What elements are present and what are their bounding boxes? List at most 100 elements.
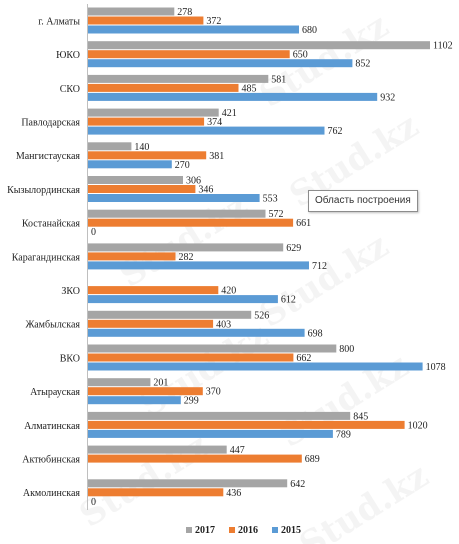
- data-label-2017: 140: [134, 142, 149, 153]
- data-label-2017: 572: [269, 209, 284, 220]
- data-label-2016: 420: [221, 286, 236, 297]
- bar-2015: [88, 59, 353, 68]
- data-label-2016: 689: [305, 454, 320, 465]
- legend-swatch-2016: [229, 527, 235, 533]
- bar-2017: [88, 7, 175, 16]
- data-label-2017: 278: [177, 7, 192, 18]
- bar-2015: [88, 295, 278, 304]
- data-label-2017: 581: [271, 74, 286, 85]
- data-label-2016: 372: [206, 16, 221, 27]
- category-label: Павлодарская: [21, 117, 80, 128]
- bar-2017: [88, 479, 288, 488]
- bar-2016: [88, 218, 294, 227]
- category-label: ВКО: [60, 353, 80, 364]
- bar-2015: [88, 25, 299, 34]
- bar-2016: [88, 353, 294, 362]
- bar-2015: [88, 362, 423, 371]
- data-label-2017: 421: [222, 108, 237, 119]
- data-label-2015: 299: [184, 396, 199, 407]
- bar-2015: [88, 396, 181, 405]
- data-label-2015: 852: [355, 59, 370, 70]
- bar-2015: [88, 328, 305, 337]
- data-label-2016: 1020: [408, 420, 428, 431]
- bar-2017: [88, 108, 219, 117]
- watermark-text: Stud.kz: [253, 226, 396, 336]
- data-label-2017: 800: [339, 344, 354, 355]
- bar-2017: [88, 176, 183, 184]
- data-label-2016: 403: [216, 319, 231, 330]
- category-label: Алматинская: [24, 421, 80, 432]
- data-label-2016: 485: [242, 83, 257, 94]
- category-label: Актюбинская: [22, 454, 80, 465]
- category-label: Жамбылская: [26, 320, 81, 331]
- bar-2017: [88, 41, 430, 50]
- plot-area-tooltip: Область построения: [308, 190, 418, 212]
- data-label-2016: 346: [198, 185, 213, 196]
- data-label-2017: 201: [153, 378, 168, 389]
- bar-2016: [88, 16, 204, 25]
- category-label: Мангистауская: [16, 151, 81, 162]
- bar-2017: [88, 344, 337, 353]
- data-label-2017: 845: [353, 411, 368, 422]
- bar-2015: [88, 261, 309, 270]
- legend-label-2017: 2017: [195, 525, 215, 536]
- bar-2015: [88, 92, 378, 101]
- bar-2016: [88, 454, 302, 463]
- bars-layer: [88, 7, 430, 497]
- data-label-2017: 1102: [433, 41, 453, 52]
- category-label: Карагандинская: [12, 252, 81, 263]
- data-label-2015: 1078: [426, 362, 446, 373]
- data-label-2016: 436: [226, 488, 241, 499]
- bar-2017: [88, 74, 269, 83]
- bar-2017: [88, 445, 227, 454]
- legend-label-2015: 2015: [281, 525, 301, 536]
- bar-2015: [88, 194, 260, 202]
- bar-2016: [88, 252, 176, 261]
- bar-2016: [88, 50, 290, 59]
- legend-swatch-2017: [186, 527, 192, 533]
- data-label-2015: 553: [263, 194, 278, 205]
- bar-2017: [88, 411, 351, 420]
- bar-2016: [88, 151, 207, 160]
- data-label-2015: 762: [328, 126, 343, 137]
- data-label-2015: 698: [308, 328, 323, 339]
- bar-2017: [88, 378, 151, 387]
- data-label-2015: 680: [302, 25, 317, 36]
- data-label-2015: 712: [312, 261, 327, 272]
- bar-2017: [88, 310, 252, 319]
- bar-2015: [88, 126, 325, 135]
- legend-label-2016: 2016: [238, 525, 258, 536]
- data-label-2015: 0: [91, 497, 96, 508]
- category-label: Костанайская: [22, 219, 81, 230]
- bar-2016: [88, 117, 205, 126]
- category-label: Акмолинская: [23, 488, 81, 499]
- category-label: Кызылординская: [7, 185, 80, 196]
- bar-2016: [88, 185, 196, 193]
- data-label-2016: 282: [179, 252, 194, 263]
- data-label-2015: 270: [175, 160, 190, 171]
- bar-2017: [88, 243, 284, 252]
- data-label-2016: 661: [296, 218, 311, 229]
- category-label: СКО: [60, 84, 80, 95]
- data-label-2017: 642: [290, 479, 305, 490]
- labels-layer: г. Алматы 278 372 680 ЮКО 1102 650 852 СКО 581 485…: [7, 7, 453, 508]
- bar-2017: [88, 209, 266, 218]
- bar-2015: [88, 429, 333, 438]
- category-label: г. Алматы: [38, 16, 80, 27]
- bar-2016: [88, 286, 219, 295]
- category-label: ЗКО: [61, 286, 80, 297]
- data-label-2016: 662: [296, 353, 311, 364]
- data-label-2017: 306: [186, 176, 201, 187]
- legend: 2017 2016 2015: [186, 525, 301, 536]
- bar-2017: [88, 142, 132, 151]
- data-label-2016: 650: [293, 50, 308, 61]
- data-label-2016: 381: [209, 151, 224, 162]
- bar-2016: [88, 420, 405, 429]
- bar-2016: [88, 83, 239, 92]
- bar-2016: [88, 319, 214, 328]
- data-label-2017: 447: [230, 445, 245, 456]
- watermark-text: Stud.kz: [113, 186, 256, 296]
- data-label-2017: 526: [254, 310, 269, 321]
- category-label: ЮКО: [56, 50, 80, 61]
